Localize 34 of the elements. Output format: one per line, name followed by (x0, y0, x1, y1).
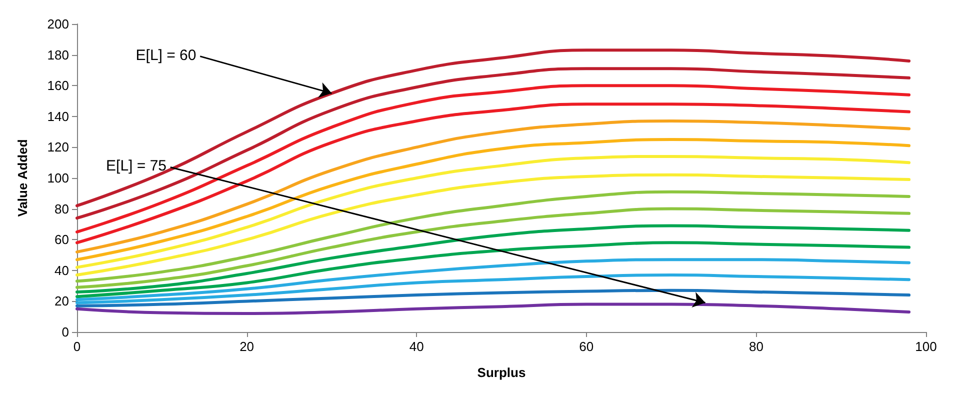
line-series (76, 102, 911, 244)
line-series (76, 138, 911, 262)
x-tick-label: 40 (409, 339, 424, 354)
x-tick-label: 60 (579, 339, 594, 354)
x-tick-label: 80 (748, 339, 764, 354)
y-tick-label: 160 (47, 78, 69, 94)
line-series (76, 173, 911, 277)
line-series (76, 190, 911, 283)
annotation: E[L] = 60 (136, 46, 196, 64)
y-tick-label: 80 (54, 201, 69, 216)
annotation: E[L] = 75 (106, 158, 167, 175)
y-tick-label: 20 (54, 294, 69, 309)
y-tick-label: 60 (54, 232, 69, 248)
y-tick-label: 100 (47, 170, 69, 186)
y-axis-title: Value Added (15, 139, 30, 217)
line-series (76, 48, 911, 208)
y-tick-label: 0 (62, 324, 69, 340)
line-series (76, 207, 911, 289)
y-tick-label: 140 (47, 108, 69, 124)
line-series (76, 84, 911, 234)
line-series (76, 120, 911, 254)
x-tick-label: 100 (915, 339, 937, 354)
line-series (76, 302, 911, 316)
x-axis-title: Surplus (477, 365, 526, 380)
x-tick-label: 0 (73, 339, 81, 354)
line-series (76, 258, 911, 302)
line-series (76, 288, 911, 308)
line-series (76, 154, 911, 269)
y-tick-label: 200 (47, 16, 69, 32)
y-tick-label: 120 (47, 140, 69, 155)
y-tick-label: 180 (47, 47, 69, 62)
y-tick-label: 40 (54, 262, 69, 278)
line-series (76, 67, 911, 220)
x-tick-label: 20 (240, 339, 254, 354)
